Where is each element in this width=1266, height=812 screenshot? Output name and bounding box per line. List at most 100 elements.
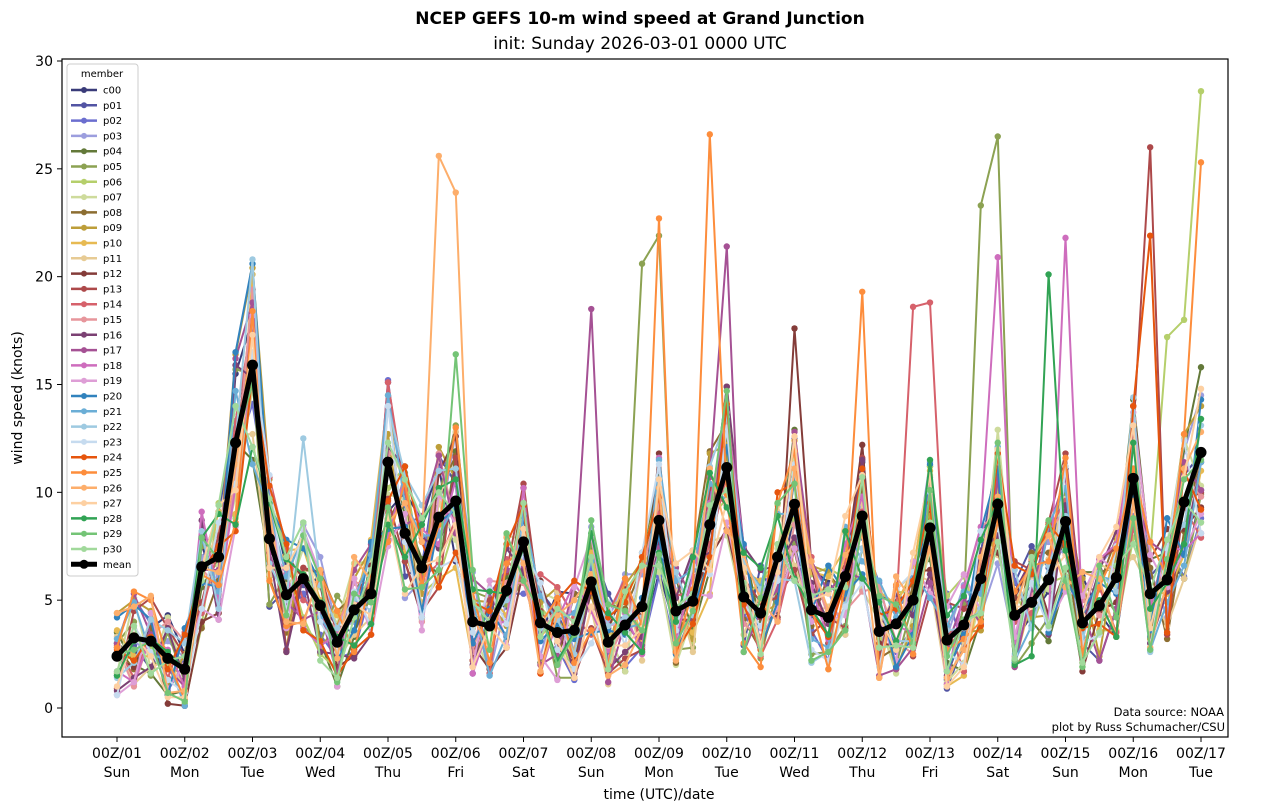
point-p26 <box>808 558 815 565</box>
point-p30 <box>401 476 409 483</box>
axes-frame <box>61 58 1229 738</box>
point-p27 <box>1197 385 1205 393</box>
point-mean <box>755 607 767 619</box>
point-p30 <box>1011 655 1018 662</box>
legend-item-p15: p15 <box>71 315 122 326</box>
point-p28 <box>1028 653 1035 660</box>
point-p16 <box>283 648 290 656</box>
point-mean <box>179 663 191 675</box>
point-p28 <box>825 631 832 638</box>
point-p30 <box>1028 553 1035 561</box>
point-p25 <box>621 575 629 582</box>
point-p26 <box>842 551 849 559</box>
point-p23 <box>588 640 595 647</box>
point-p26 <box>1079 568 1086 576</box>
point-mean <box>1009 609 1021 621</box>
point-p28 <box>1180 540 1188 548</box>
legend-item-p09: p09 <box>71 223 122 234</box>
point-p21 <box>672 577 680 584</box>
point-p22 <box>300 435 307 442</box>
x-tick-day: Mon <box>170 765 200 781</box>
point-p27 <box>469 663 476 671</box>
point-p19 <box>130 678 138 686</box>
point-p13 <box>452 454 459 462</box>
point-p30 <box>875 644 883 651</box>
point-p19 <box>960 571 968 578</box>
point-p30 <box>706 502 714 509</box>
point-p22 <box>333 625 341 632</box>
point-p23 <box>384 402 392 410</box>
point-p24 <box>638 553 646 561</box>
point-p30 <box>588 553 595 561</box>
point-p25 <box>1197 159 1205 166</box>
point-p28 <box>689 553 697 561</box>
point-p29 <box>655 551 663 559</box>
point-p26 <box>621 661 629 669</box>
point-p30 <box>1197 519 1205 526</box>
point-p30 <box>1163 536 1171 543</box>
point-mean <box>1093 600 1105 612</box>
point-p29 <box>672 640 680 647</box>
point-p29 <box>994 439 1001 446</box>
legend-item-p19: p19 <box>71 376 122 387</box>
point-mean <box>1060 515 1071 527</box>
point-p23 <box>503 620 510 628</box>
point-p27 <box>1130 422 1137 429</box>
point-p04 <box>1045 637 1052 645</box>
point-p30 <box>791 577 798 584</box>
point-mean <box>619 619 631 631</box>
point-p19 <box>350 575 358 582</box>
point-mean <box>162 652 174 664</box>
point-p25 <box>503 560 510 567</box>
point-mean <box>738 591 750 603</box>
x-tick-day: Mon <box>644 765 674 781</box>
point-p30 <box>520 499 527 507</box>
y-axis: 0 5 10 15 20 25 30 <box>35 54 62 717</box>
point-p30 <box>909 644 917 651</box>
point-p27 <box>266 564 273 572</box>
point-p28 <box>1062 547 1069 554</box>
legend-item-p27: p27 <box>71 499 122 510</box>
point-p17 <box>604 678 612 686</box>
point-p19 <box>554 676 561 684</box>
point-p19 <box>401 510 409 518</box>
point-p28 <box>232 521 239 528</box>
point-p21 <box>859 558 866 565</box>
point-p28 <box>1045 271 1052 278</box>
legend-label: p21 <box>103 407 122 418</box>
point-p30 <box>113 668 121 675</box>
y-tick-label: 25 <box>35 162 53 178</box>
point-mean <box>382 456 394 468</box>
legend-label: mean <box>103 560 131 571</box>
point-p29 <box>1113 614 1120 621</box>
point-mean <box>263 533 275 545</box>
point-p26 <box>300 620 307 628</box>
point-p15 <box>1197 493 1205 500</box>
point-p14 <box>384 379 392 386</box>
point-mean <box>433 511 445 523</box>
legend-marker <box>81 163 87 170</box>
point-p26 <box>554 612 561 619</box>
point-p15 <box>164 618 172 625</box>
legend-marker <box>81 224 87 231</box>
point-p26 <box>317 566 324 574</box>
x-tick-day: Wed <box>779 765 810 781</box>
point-p25 <box>266 577 273 584</box>
legend-marker <box>81 178 87 185</box>
point-mean <box>822 611 834 623</box>
point-mean <box>789 498 800 510</box>
point-p24 <box>706 553 714 561</box>
point-mean <box>331 636 343 648</box>
legend-item-p01: p01 <box>71 101 122 112</box>
point-p23 <box>113 691 121 699</box>
legend-marker <box>81 546 87 552</box>
point-p24 <box>486 607 493 615</box>
point-p27 <box>1096 553 1103 561</box>
point-p28 <box>1130 439 1137 446</box>
point-p27 <box>554 637 561 645</box>
legend-item-p30: p30 <box>71 545 122 556</box>
legend-item-mean: mean <box>71 559 131 571</box>
point-p07 <box>994 426 1001 433</box>
point-p27 <box>706 566 714 574</box>
legend-item-p02: p02 <box>71 116 122 127</box>
